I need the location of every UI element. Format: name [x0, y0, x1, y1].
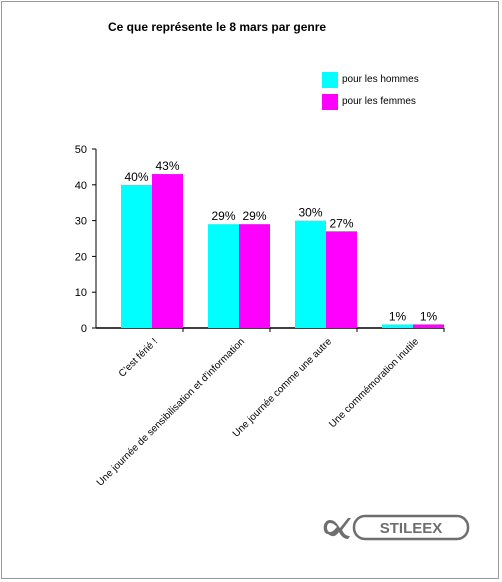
bar-femmes: [413, 324, 444, 328]
category-label: Une journée de sensibilisation et d'info…: [95, 336, 247, 488]
data-label: 29%: [211, 209, 235, 223]
stileex-logo: STILEEX: [322, 512, 472, 542]
logo-text: STILEEX: [380, 520, 443, 537]
y-tick-label: 0: [81, 323, 87, 335]
data-label: 43%: [155, 159, 179, 173]
y-tick-label: 30: [75, 216, 87, 228]
category-label: C'est férié !: [117, 336, 160, 379]
data-label: 1%: [420, 309, 438, 323]
data-label: 1%: [389, 309, 407, 323]
legend-swatch-femmes: [322, 94, 338, 110]
bar-hommes: [295, 220, 326, 328]
y-tick-label: 20: [75, 251, 87, 263]
y-tick-label: 40: [75, 180, 87, 192]
legend-label-hommes: pour les hommes: [342, 74, 419, 85]
y-tick-label: 10: [75, 287, 87, 299]
data-label: 30%: [298, 206, 322, 220]
bar-femmes: [239, 224, 270, 328]
chart-title: Ce que représente le 8 mars par genre: [108, 20, 327, 34]
bar-femmes: [152, 174, 183, 328]
bar-hommes: [208, 224, 239, 328]
data-label: 40%: [124, 170, 148, 184]
data-label: 29%: [242, 209, 266, 223]
bar-hommes: [121, 184, 152, 328]
legend-label-femmes: pour les femmes: [342, 96, 416, 107]
legend-swatch-hommes: [322, 72, 338, 88]
category-label: Une commémoration inutile: [327, 336, 421, 430]
bar-hommes: [382, 324, 413, 328]
bar-femmes: [326, 231, 357, 328]
data-label: 27%: [329, 216, 353, 230]
category-label: Une journée comme une autre: [231, 336, 335, 440]
y-tick-label: 50: [75, 144, 87, 156]
stileex-logo-mark: STILEEX: [323, 514, 470, 541]
